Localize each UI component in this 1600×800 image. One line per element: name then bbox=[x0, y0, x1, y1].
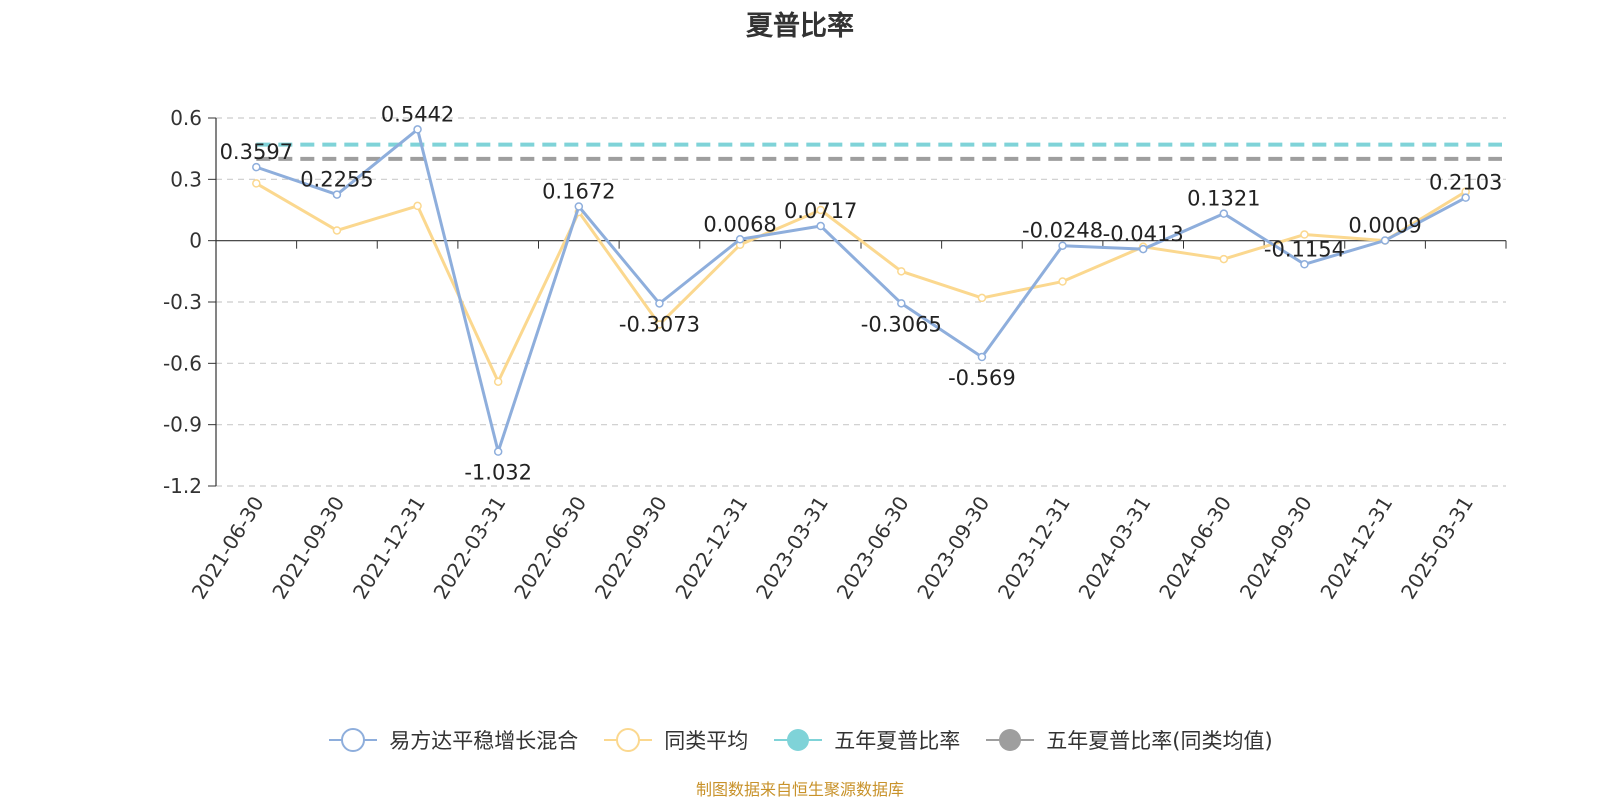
data-label: -0.0413 bbox=[1103, 222, 1184, 246]
data-point bbox=[332, 226, 342, 235]
data-point bbox=[413, 125, 422, 134]
data-point bbox=[897, 267, 906, 276]
data-label: 0.3597 bbox=[220, 140, 293, 164]
hollow-circle-line-icon bbox=[329, 728, 378, 752]
x-tick-label: 2022-06-30 bbox=[509, 492, 591, 603]
data-label: 0.1672 bbox=[542, 179, 615, 203]
legend-label: 同类平均 bbox=[664, 729, 749, 753]
data-point bbox=[1300, 260, 1309, 269]
data-label: 0.0068 bbox=[703, 212, 776, 236]
chart-title: 夏普比率 bbox=[746, 11, 854, 42]
source-note: 制图数据来自恒生聚源数据库 bbox=[695, 780, 904, 799]
data-point bbox=[977, 293, 987, 303]
data-point bbox=[493, 447, 503, 456]
legend-label: 五年夏普比率(同类均值) bbox=[1046, 729, 1273, 753]
legend-label: 五年夏普比率 bbox=[834, 729, 961, 753]
data-point bbox=[493, 377, 503, 386]
data-point bbox=[816, 205, 825, 215]
y-tick-label: 0 bbox=[189, 229, 202, 253]
legend-item-peer-average[interactable]: 同类平均 bbox=[602, 725, 748, 755]
x-tick-label: 2022-03-31 bbox=[428, 492, 510, 603]
data-point bbox=[1461, 193, 1470, 202]
line-chart: 0.6 0.3 0 -0.3 -0.6 -0.9 -1.22021-06-302021-09… bbox=[163, 102, 1507, 603]
x-tick-label: 2021-12-31 bbox=[348, 492, 430, 603]
data-point bbox=[655, 320, 664, 329]
data-point bbox=[1219, 254, 1229, 264]
data-point bbox=[252, 162, 261, 172]
data-label: -1.032 bbox=[464, 461, 532, 485]
data-point bbox=[332, 190, 342, 199]
data-label: -0.1154 bbox=[1264, 237, 1345, 261]
data-label: 0.5442 bbox=[381, 102, 454, 126]
data-point bbox=[897, 299, 906, 308]
y-tick-label: -0.3 bbox=[163, 290, 202, 314]
legend-item-five-year[interactable]: 五年夏普比率 bbox=[772, 725, 960, 755]
data-point bbox=[574, 202, 584, 211]
x-tick-label: 2024-09-30 bbox=[1235, 492, 1317, 603]
data-label: -0.0248 bbox=[1022, 219, 1103, 243]
data-point bbox=[655, 299, 664, 308]
hollow-circle-line-icon bbox=[604, 728, 653, 752]
data-label: 0.0717 bbox=[784, 199, 857, 223]
x-tick-label: 2024-12-31 bbox=[1315, 492, 1397, 603]
data-point bbox=[1138, 244, 1148, 254]
data-point bbox=[816, 221, 825, 231]
data-label: -0.3065 bbox=[861, 312, 942, 336]
x-tick-label: 2023-12-31 bbox=[993, 492, 1075, 603]
data-point bbox=[1058, 241, 1067, 250]
data-point bbox=[413, 201, 422, 211]
y-tick-label: 0.3 bbox=[170, 167, 202, 191]
x-tick-label: 2021-09-30 bbox=[267, 492, 349, 603]
x-tick-label: 2022-12-31 bbox=[670, 492, 752, 603]
y-tick-label: -0.9 bbox=[163, 413, 202, 437]
data-point bbox=[252, 179, 261, 188]
x-tick-label: 2023-03-31 bbox=[751, 492, 833, 603]
y-tick-label: -1.2 bbox=[163, 474, 202, 498]
x-tick-label: 2023-09-30 bbox=[912, 492, 994, 603]
x-tick-label: 2025-03-31 bbox=[1396, 492, 1478, 603]
x-tick-label: 2024-03-31 bbox=[1073, 492, 1155, 603]
y-tick-label: 0.6 bbox=[170, 106, 202, 130]
data-label: 0.0009 bbox=[1348, 213, 1421, 237]
data-point bbox=[1219, 209, 1229, 218]
filled-circle-line-icon bbox=[986, 729, 1035, 751]
y-tick-label: -0.6 bbox=[163, 351, 202, 375]
x-tick-label: 2021-06-30 bbox=[187, 492, 269, 603]
legend-label: 易方达平稳增长混合 bbox=[389, 729, 579, 753]
data-point bbox=[1058, 277, 1067, 286]
data-point bbox=[1300, 230, 1309, 239]
series-line bbox=[255, 127, 1467, 454]
x-tick-label: 2024-06-30 bbox=[1154, 492, 1236, 603]
data-label: -0.569 bbox=[948, 366, 1016, 390]
data-label: 0.1321 bbox=[1187, 187, 1260, 211]
legend-item-five-year-peer[interactable]: 五年夏普比率(同类均值) bbox=[984, 725, 1273, 755]
x-tick-label: 2023-06-30 bbox=[832, 492, 914, 603]
legend-item-fund[interactable]: 易方达平稳增长混合 bbox=[327, 725, 578, 755]
data-label: 0.2103 bbox=[1429, 171, 1502, 195]
data-label: 0.2255 bbox=[300, 168, 373, 192]
data-label: -0.3073 bbox=[619, 312, 700, 336]
chart-legend: 易方达平稳增长混合 同类平均 五年夏普比率 五年夏普比率(同类均值) bbox=[0, 720, 1600, 760]
filled-circle-line-icon bbox=[774, 729, 823, 751]
data-point bbox=[735, 235, 745, 244]
data-point bbox=[977, 352, 987, 362]
x-tick-label: 2022-09-30 bbox=[590, 492, 672, 603]
data-point bbox=[1380, 236, 1390, 245]
